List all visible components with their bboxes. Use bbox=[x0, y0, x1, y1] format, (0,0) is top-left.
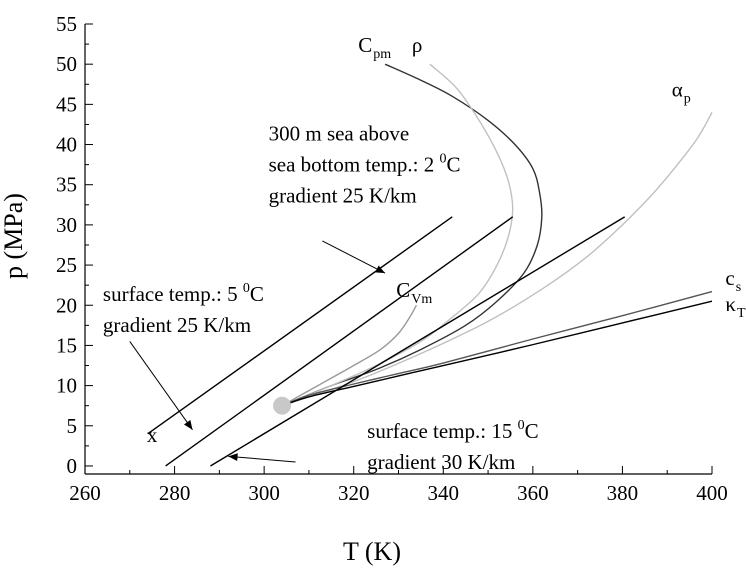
curve-label: ρ bbox=[412, 33, 422, 57]
gradient-line-7 bbox=[165, 216, 514, 467]
x-tick-label: 280 bbox=[159, 481, 191, 505]
y-tick-label: 10 bbox=[56, 374, 77, 398]
gradient-line-6 bbox=[147, 216, 453, 435]
state-point bbox=[273, 396, 292, 415]
axes: 260 280 300 320 340 360 380 400 0 5 10 15 20 25 30 35 40… bbox=[56, 12, 728, 505]
annotation-0-line: 300 m sea above bbox=[269, 122, 410, 146]
x-tick-label: 340 bbox=[428, 481, 460, 505]
gradient-line-8 bbox=[210, 216, 626, 467]
y-axis-label: p (MPa) bbox=[0, 193, 28, 279]
y-tick-label: 5 bbox=[67, 414, 78, 438]
annotations: 300 m sea above sea bottom temp.: 2 0C gra… bbox=[103, 122, 539, 474]
arrow-head bbox=[375, 265, 386, 274]
y-tick-label: 50 bbox=[56, 52, 77, 76]
x-tick-label: 320 bbox=[338, 481, 370, 505]
plot-curves bbox=[147, 63, 713, 467]
annotation-0-line: gradient 25 K/km bbox=[269, 184, 417, 208]
x-tick-label: 300 bbox=[248, 481, 280, 505]
annotation-1-line: gradient 25 K/km bbox=[103, 313, 251, 337]
curve-label: κT bbox=[725, 292, 746, 321]
y-tick-label: 25 bbox=[56, 253, 77, 277]
series-1-line bbox=[281, 63, 514, 407]
x-tick-label: 360 bbox=[517, 481, 549, 505]
y-tick-label: 45 bbox=[56, 92, 77, 116]
x-tick-label: 380 bbox=[607, 481, 639, 505]
curve-label: Cpm bbox=[358, 33, 391, 62]
annotation-2-line: surface temp.: 15 0C bbox=[367, 418, 538, 443]
y-tick-label: 35 bbox=[56, 173, 77, 197]
y-tick-label: 15 bbox=[56, 333, 77, 357]
annotation-0-line: sea bottom temp.: 2 0C bbox=[269, 152, 461, 177]
series-2-line bbox=[281, 112, 713, 407]
y-tick-label: 40 bbox=[56, 133, 77, 157]
y-tick-label: 0 bbox=[67, 454, 78, 478]
curve-label: αp bbox=[672, 77, 691, 106]
arrow-line bbox=[129, 341, 193, 431]
x-axis-label: T (K) bbox=[343, 537, 401, 566]
arrow-head bbox=[228, 453, 238, 461]
series-5-line bbox=[281, 300, 713, 407]
curve-label: CVm bbox=[396, 278, 432, 307]
annotation-1-line: surface temp.: 5 0C bbox=[103, 281, 264, 306]
series-4-line bbox=[281, 290, 713, 407]
state-point-layer bbox=[273, 396, 292, 415]
arrow-line bbox=[322, 240, 386, 274]
arrow-head bbox=[183, 420, 193, 430]
series-3-line bbox=[281, 304, 418, 407]
y-tick-label: 30 bbox=[56, 213, 77, 237]
y-tick-label: 55 bbox=[56, 12, 77, 36]
marker-x-label: x bbox=[147, 423, 158, 447]
y-tick-label: 20 bbox=[56, 293, 77, 317]
x-tick-label: 260 bbox=[69, 481, 101, 505]
arrow-line bbox=[228, 455, 296, 463]
annotation-2-line: gradient 30 K/km bbox=[367, 450, 515, 474]
curve-label: cs bbox=[725, 266, 741, 295]
x-tick-label: 400 bbox=[696, 481, 728, 505]
